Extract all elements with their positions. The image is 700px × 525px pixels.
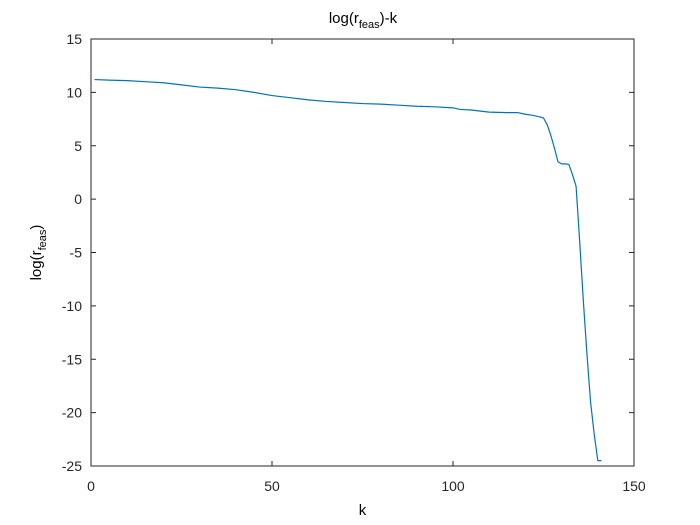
y-tick-label: -15 [62,351,82,367]
y-tick-label: -5 [70,245,83,261]
x-tick-label: 0 [87,478,95,494]
y-tick-label: -20 [62,405,82,421]
y-tick-label: 15 [66,31,82,47]
y-tick-label: -25 [62,458,82,474]
plot-area [91,39,634,466]
chart-title-tail: )-k [380,10,398,27]
y-tick-label: 0 [74,191,82,207]
y-axis-label-base: log(r [28,250,45,280]
chart-title-base: log(r [329,10,359,27]
x-tick-label: 50 [264,478,280,494]
plot-frame [90,38,635,467]
y-axis-label-subscript: feas [37,229,49,250]
y-tick-label: 5 [74,138,82,154]
x-tick-labels: 0 50 100 150 [87,478,646,494]
y-tick-label: -10 [62,298,82,314]
x-tick-label: 150 [622,478,646,494]
y-axis-label-tail: ) [28,225,45,230]
series-line [94,78,602,462]
y-axis-label: log(rfeas) [28,225,49,281]
chart-title: log(rfeas)-k [329,10,398,31]
x-tick-label: 100 [441,478,465,494]
x-axis-label: k [359,502,367,519]
y-tick-labels: -25 -20 -15 -10 -5 0 5 10 15 [62,31,82,474]
y-tick-label: 10 [66,84,82,100]
chart-title-subscript: feas [359,19,380,31]
